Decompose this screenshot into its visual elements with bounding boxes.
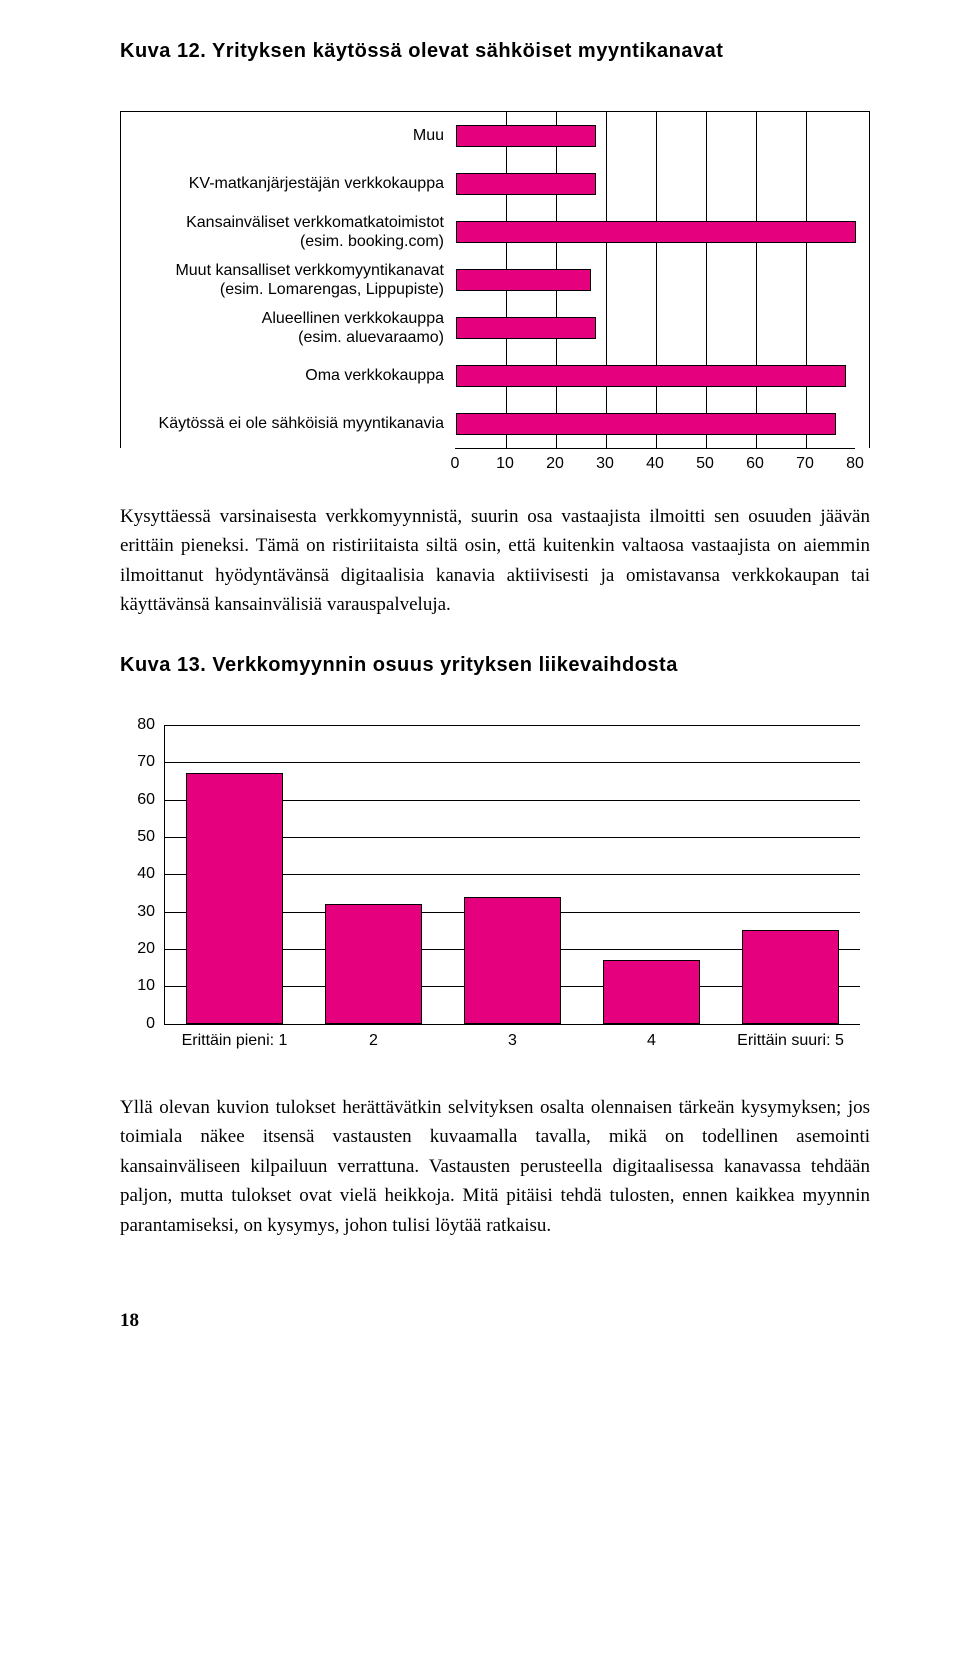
chart1-bar (456, 221, 856, 243)
chart1-row: Muut kansalliset verkkomyyntikanavat(esi… (121, 256, 869, 304)
chart1-xtick: 10 (496, 455, 514, 473)
chart1-xtick: 60 (746, 455, 764, 473)
chart1-xtick: 70 (796, 455, 814, 473)
chart1-row: KV-matkanjärjestäjän verkkokauppa (121, 160, 869, 208)
chart1-gridline (706, 256, 707, 304)
chart1: Muu KV-matkanjärjestäjän verkkokauppa Kans… (120, 111, 870, 474)
chart1-gridline (606, 304, 607, 352)
chart1-category-label: Muut kansalliset verkkomyyntikanavat(esi… (121, 261, 456, 299)
chart1-title-prefix: Kuva 12. (120, 40, 206, 62)
chart1-xtick: 80 (846, 455, 864, 473)
paragraph-2: Yllä olevan kuvion tulokset herättävätki… (120, 1093, 870, 1240)
chart1-bar-cell (456, 256, 856, 304)
chart1-gridline (806, 304, 807, 352)
chart2-bar (742, 930, 839, 1023)
chart1-bar (456, 173, 596, 195)
chart1-title-rest: Yrityksen käytössä olevat sähköiset myyn… (206, 40, 723, 62)
chart1-xtick: 40 (646, 455, 664, 473)
chart1-category-label: Muu (121, 126, 456, 145)
chart1-gridline (756, 112, 757, 160)
chart2-bar (186, 773, 283, 1023)
chart1-gridline (706, 304, 707, 352)
chart1-gridline (706, 160, 707, 208)
chart1-gridline (706, 112, 707, 160)
chart2-bar (464, 897, 561, 1024)
chart2-xtick: Erittäin pieni: 1 (182, 1024, 288, 1050)
page-number: 18 (120, 1310, 870, 1332)
chart1-bar (456, 125, 596, 147)
chart2-gridline (165, 762, 860, 763)
chart1-bar-cell (456, 304, 856, 352)
chart2-xtick: Erittäin suuri: 5 (737, 1024, 844, 1050)
chart1-bar-cell (456, 208, 856, 256)
chart1-gridline (806, 256, 807, 304)
chart1-category-label: Käytössä ei ole sähköisiä myyntikanavia (121, 414, 456, 433)
chart1-gridline (656, 160, 657, 208)
chart2-ytick: 40 (125, 865, 165, 883)
chart1-bar-cell (456, 352, 856, 400)
chart1-gridline (656, 304, 657, 352)
chart1-row: Kansainväliset verkkomatkatoimistot(esim… (121, 208, 869, 256)
chart1-gridline (756, 304, 757, 352)
chart1-category-label: Oma verkkokauppa (121, 366, 456, 385)
chart2-ytick: 30 (125, 903, 165, 921)
chart2-ytick: 20 (125, 940, 165, 958)
chart1-gridline (606, 160, 607, 208)
chart1-row: Muu (121, 112, 869, 160)
chart1-gridline (806, 112, 807, 160)
chart2-ytick: 70 (125, 753, 165, 771)
chart2-plot-area: 01020304050607080Erittäin pieni: 1234Eri… (164, 725, 860, 1025)
chart1-gridline (756, 256, 757, 304)
chart1-gridline (656, 112, 657, 160)
chart2-xtick: 3 (508, 1024, 517, 1050)
paragraph-1: Kysyttäessä varsinaisesta verkkomyynnist… (120, 502, 870, 620)
chart1-plot-area: Muu KV-matkanjärjestäjän verkkokauppa Kans… (120, 111, 870, 448)
chart2-gridline (165, 725, 860, 726)
chart1-row: Alueellinen verkkokauppa(esim. aluevaraa… (121, 304, 869, 352)
chart1-xtick: 20 (546, 455, 564, 473)
chart2-bar (325, 904, 422, 1024)
chart2-title-prefix: Kuva 13. (120, 654, 206, 676)
chart2-xtick: 4 (647, 1024, 656, 1050)
chart1-category-label: Kansainväliset verkkomatkatoimistot(esim… (121, 213, 456, 251)
chart1-x-axis: 01020304050607080 (455, 448, 855, 474)
chart1-gridline (756, 160, 757, 208)
chart1-bar (456, 365, 846, 387)
chart1-bar (456, 413, 836, 435)
chart1-bar-cell (456, 400, 856, 448)
page: Kuva 12. Yrityksen käytössä olevat sähkö… (0, 0, 960, 1372)
chart1-xtick: 30 (596, 455, 614, 473)
chart1-row: Oma verkkokauppa (121, 352, 869, 400)
chart1-category-label: KV-matkanjärjestäjän verkkokauppa (121, 174, 456, 193)
chart1-bar (456, 269, 591, 291)
chart2-ytick: 0 (125, 1015, 165, 1033)
chart1-gridline (606, 112, 607, 160)
chart1-gridline (656, 256, 657, 304)
chart2-ytick: 50 (125, 828, 165, 846)
chart2-title-rest: Verkkomyynnin osuus yrityksen liikevaihd… (206, 654, 678, 676)
chart1-bar (456, 317, 596, 339)
chart2-title: Kuva 13. Verkkomyynnin osuus yrityksen l… (120, 654, 870, 677)
chart1-gridline (806, 160, 807, 208)
chart2-bar (603, 960, 700, 1024)
chart1-xtick: 50 (696, 455, 714, 473)
chart1-xtick: 0 (451, 455, 460, 473)
chart2-ytick: 60 (125, 791, 165, 809)
chart1-title: Kuva 12. Yrityksen käytössä olevat sähkö… (120, 40, 870, 63)
chart2-ytick: 10 (125, 977, 165, 995)
chart1-bar-cell (456, 112, 856, 160)
chart1-category-label: Alueellinen verkkokauppa(esim. aluevaraa… (121, 309, 456, 347)
chart2-ytick: 80 (125, 716, 165, 734)
chart1-gridline (606, 256, 607, 304)
chart2-xtick: 2 (369, 1024, 378, 1050)
chart1-row: Käytössä ei ole sähköisiä myyntikanavia (121, 400, 869, 448)
chart2: 01020304050607080Erittäin pieni: 1234Eri… (120, 725, 870, 1065)
chart1-bar-cell (456, 160, 856, 208)
